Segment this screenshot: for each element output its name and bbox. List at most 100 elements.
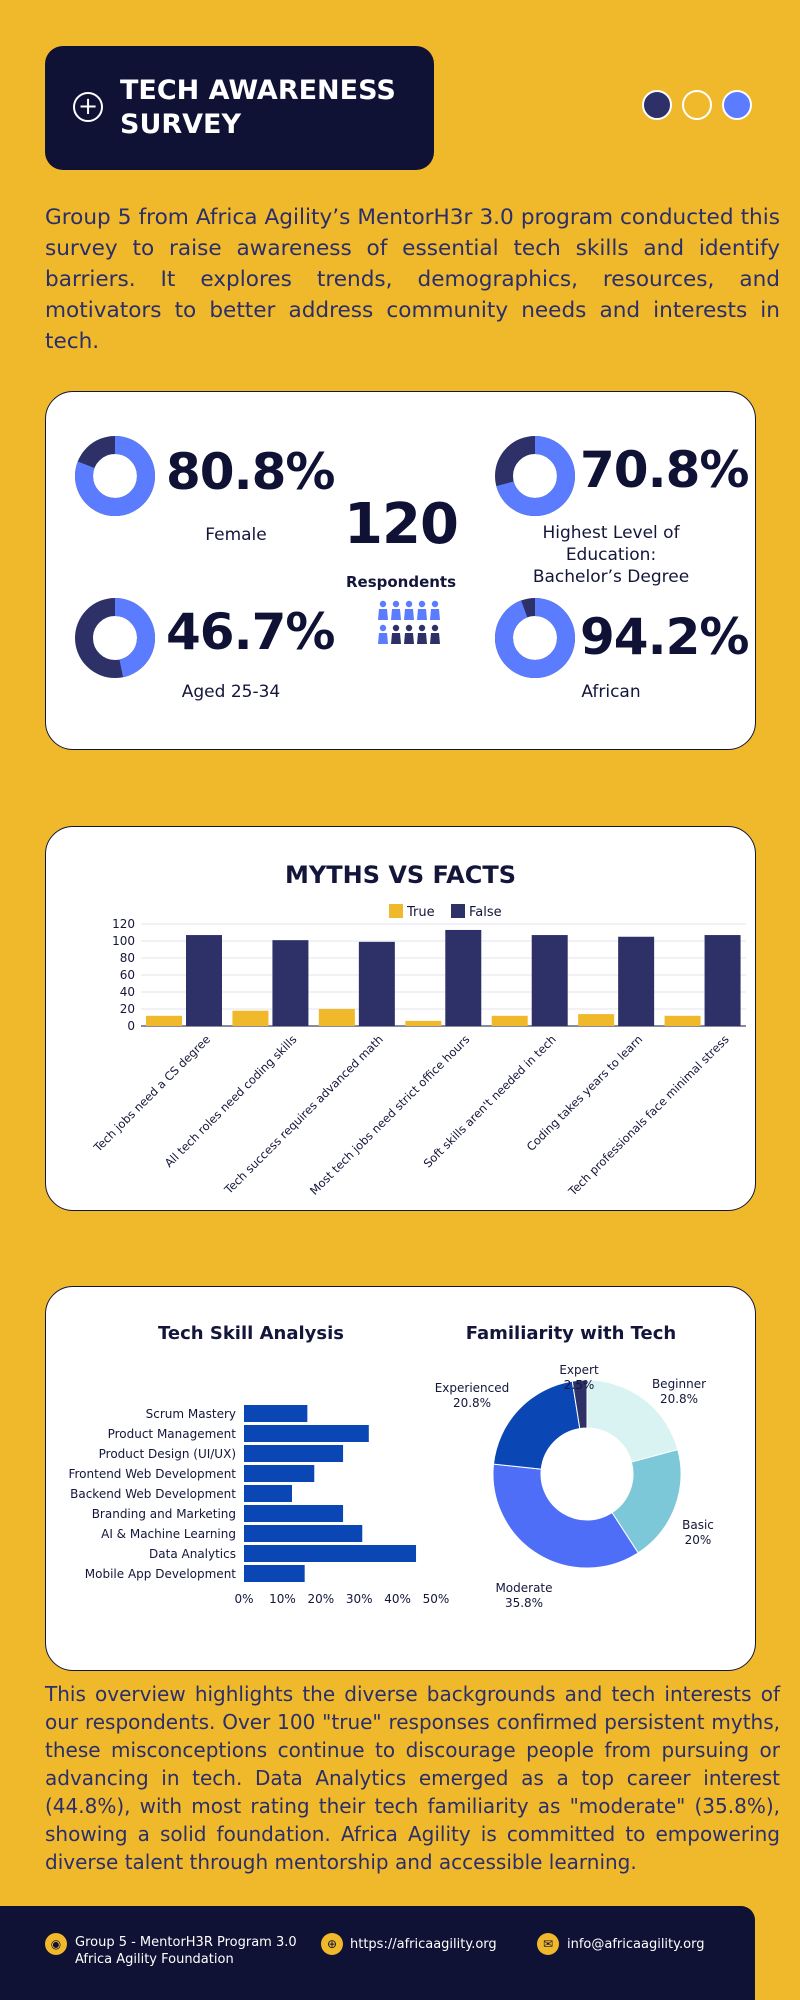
summary-paragraph: This overview highlights the diverse bac… — [45, 1682, 780, 1874]
bar-true — [318, 1009, 355, 1026]
skill-label: Mobile App Development — [85, 1567, 237, 1581]
skill-bar — [244, 1425, 369, 1442]
bar-false — [358, 941, 395, 1026]
globe-icon: ⊕ — [321, 1933, 343, 1955]
slice-percent: 35.8% — [505, 1596, 543, 1610]
female-donut — [75, 436, 155, 516]
people-icon — [378, 600, 440, 644]
y-tick-label: 60 — [120, 968, 135, 982]
bar-true — [405, 1020, 442, 1026]
slice-label: Basic — [682, 1518, 714, 1532]
person-icon — [431, 624, 439, 632]
myths-facts-card: MYTHS VS FACTS 0 20 40 60 80 100 120 Tech jobs … — [45, 826, 756, 1211]
skill-bar — [244, 1545, 417, 1562]
slice-percent: 20% — [685, 1533, 712, 1547]
skill-bar — [244, 1465, 315, 1482]
demographics-card: 80.8% Female 70.8% Highest Level of Educ… — [45, 391, 756, 750]
y-tick-label: 20 — [120, 1002, 135, 1016]
slice-percent: 2.5% — [564, 1378, 595, 1392]
person-icon — [431, 600, 439, 608]
legend-label: False — [469, 905, 502, 920]
female-label: Female — [205, 525, 267, 545]
bar-false — [272, 940, 309, 1026]
y-tick-label: 120 — [112, 917, 135, 931]
person-icon — [405, 624, 413, 632]
african-label: African — [581, 682, 641, 702]
person-body — [417, 609, 427, 620]
x-category-label: Tech success requires advanced math — [221, 1032, 386, 1197]
person-body — [378, 609, 388, 620]
person-icon — [418, 624, 426, 632]
respondents-label: Respondents — [345, 573, 457, 591]
intro-paragraph: Group 5 from Africa Agility’s MentorH3r … — [45, 205, 780, 354]
bar-false — [531, 935, 568, 1026]
skill-label: Product Design (UI/UX) — [99, 1447, 236, 1461]
legend-swatch — [389, 904, 403, 918]
slice-label: Beginner — [652, 1377, 706, 1391]
x-category-label: Most tech jobs need strict office hours — [307, 1032, 472, 1197]
myths-chart-title: MYTHS VS FACTS — [284, 861, 517, 889]
person-body — [430, 633, 440, 644]
aged-value: 46.7% — [166, 603, 335, 661]
bar-true — [232, 1010, 269, 1026]
footer-org: Group 5 - MentorH3R Program 3.0 Africa A… — [75, 1935, 297, 1967]
person-icon — [379, 624, 387, 632]
familiarity-slice-beginner — [586, 1379, 679, 1463]
person-body — [430, 609, 440, 620]
bar-false — [186, 935, 222, 1026]
person-icon — [379, 600, 387, 608]
x-category-label: Tech professionals face minimal stress — [565, 1032, 732, 1199]
decor-dot-blue — [722, 90, 752, 120]
title-card: + TECH AWARENESS SURVEY — [45, 46, 434, 170]
y-tick-label: 80 — [120, 951, 135, 965]
skill-bar — [244, 1485, 292, 1502]
education-label: Highest Level of Education: Bachelor’s D… — [532, 523, 690, 587]
skill-label: Product Management — [108, 1427, 237, 1441]
skill-bar-chart: Scrum Mastery Product Management Product D… — [68, 1363, 714, 1610]
x-tick-label: 40% — [384, 1592, 411, 1606]
familiarity-chart-title: Familiarity with Tech — [465, 1323, 677, 1344]
skill-label: Data Analytics — [149, 1547, 236, 1561]
female-value: 80.8% — [166, 443, 335, 501]
x-tick-label: 30% — [346, 1592, 373, 1606]
x-tick-label: 0% — [234, 1592, 253, 1606]
person-icon — [418, 600, 426, 608]
decor-dot-navy — [642, 90, 672, 120]
familiarity-slice-experienced — [492, 1380, 581, 1470]
x-tick-label: 50% — [423, 1592, 450, 1606]
person-body — [404, 609, 414, 620]
location-icon: ◉ — [45, 1933, 67, 1955]
person-icon — [405, 600, 413, 608]
footer: ◉ Group 5 - MentorH3R Program 3.0 Africa… — [0, 1906, 755, 2000]
aged-label: Aged 25-34 — [181, 682, 281, 702]
education-value: 70.8% — [580, 441, 749, 499]
x-tick-label: 10% — [269, 1592, 296, 1606]
bar-true — [146, 1015, 182, 1026]
bar-false — [704, 935, 741, 1026]
slice-percent: 20.8% — [453, 1396, 491, 1410]
page-title: TECH AWARENESS SURVEY — [120, 75, 396, 140]
person-body — [417, 633, 427, 644]
footer-email[interactable]: info@africaagility.org — [567, 1937, 705, 1952]
slice-label: Expert — [559, 1363, 599, 1377]
person-icon — [392, 600, 400, 608]
footer-website[interactable]: https://africaagility.org — [350, 1937, 497, 1952]
skills-card: Tech Skill Analysis Familiarity with Tec… — [45, 1286, 756, 1671]
legend-swatch — [451, 904, 465, 918]
slice-percent: 20.8% — [660, 1392, 698, 1406]
african-donut — [495, 598, 575, 678]
decor-dot-yellow — [682, 90, 712, 120]
skill-bar — [244, 1565, 305, 1582]
skill-label: Branding and Marketing — [92, 1507, 236, 1521]
person-body — [378, 633, 388, 644]
bar-true — [578, 1014, 615, 1026]
slice-label: Moderate — [495, 1581, 552, 1595]
education-donut — [495, 436, 575, 516]
person-body — [391, 633, 401, 644]
person-body — [391, 609, 401, 620]
skill-label: Backend Web Development — [70, 1487, 236, 1501]
skill-bar — [244, 1505, 344, 1522]
african-value: 94.2% — [580, 608, 749, 666]
skill-chart-title: Tech Skill Analysis — [158, 1323, 344, 1344]
